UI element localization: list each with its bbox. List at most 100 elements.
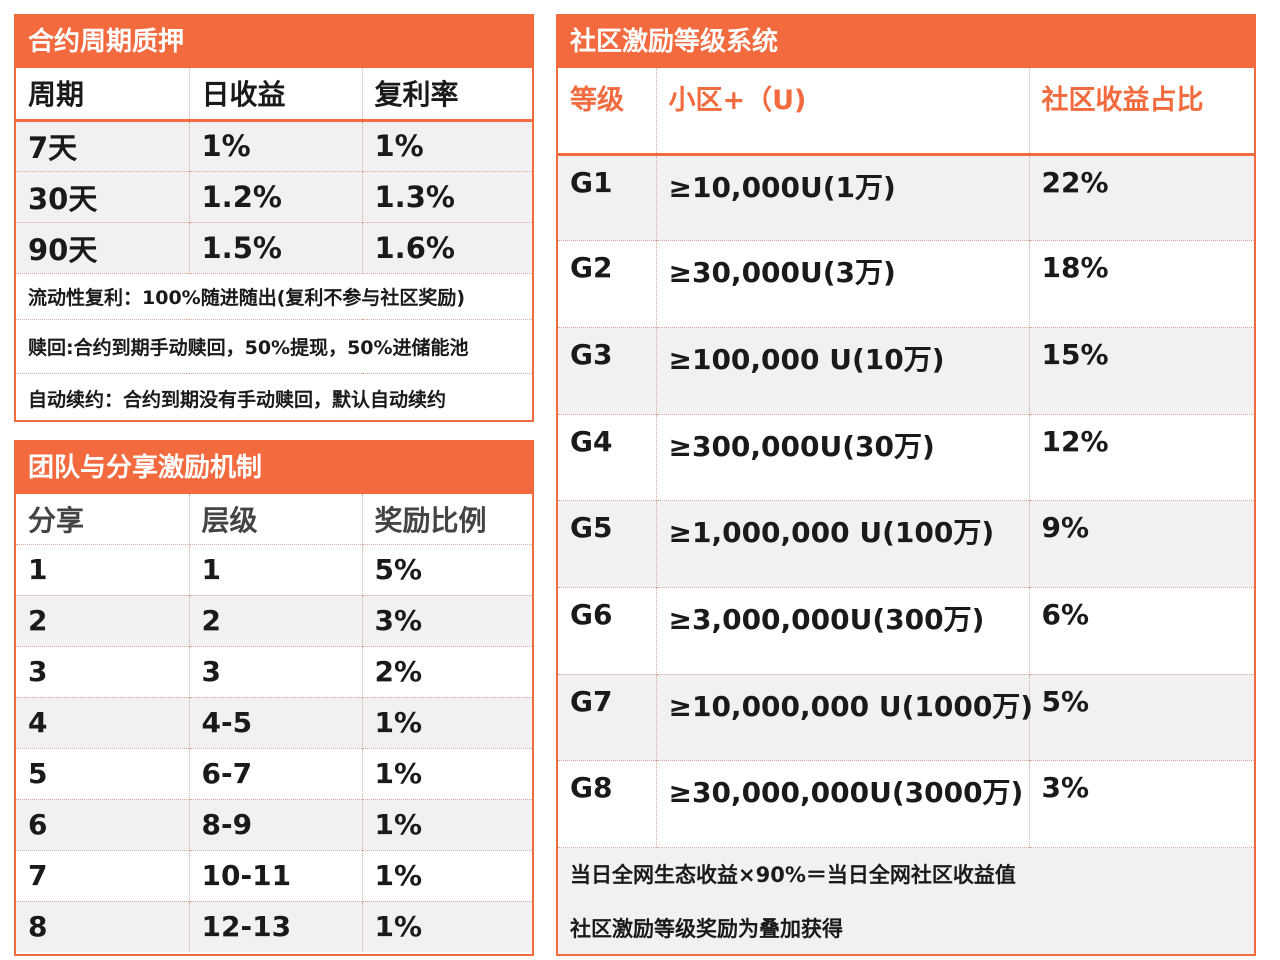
grade-cell: G1 bbox=[558, 153, 656, 241]
table-row: 5 6-7 1% bbox=[16, 747, 532, 799]
compound-rate-cell: 1.6% bbox=[361, 221, 532, 273]
header-small-zone: 小区+（U) bbox=[655, 68, 1029, 156]
contract-staking-panel: 合约周期质押 周期 日收益 复利率 7天 1% 1% 30天 1.2% 1.3%… bbox=[14, 14, 534, 422]
reward-cell: 3% bbox=[361, 594, 532, 646]
table-row: 2 2 3% bbox=[16, 594, 532, 646]
note-stacking-reward: 社区激励等级奖励为叠加获得 bbox=[558, 899, 1254, 954]
level-cell: 6-7 bbox=[188, 747, 362, 799]
threshold-cell: ≥3,000,000U(300万) bbox=[655, 586, 1029, 675]
header-compound-rate: 复利率 bbox=[361, 68, 532, 122]
grade-cell: G4 bbox=[558, 413, 656, 501]
team-incentive-panel: 团队与分享激励机制 分享 层级 奖励比例 1 1 5% 2 2 3% 3 3 2… bbox=[14, 440, 534, 956]
note-row: 流动性复利：100%随进随出(复利不参与社区奖励) bbox=[16, 272, 532, 319]
reward-cell: 1% bbox=[361, 696, 532, 748]
team-incentive-table: 分享 层级 奖励比例 1 1 5% 2 2 3% 3 3 2% 4 4-5 1%… bbox=[16, 494, 532, 952]
share-cell: 4 bbox=[16, 696, 189, 748]
period-cell: 30天 bbox=[16, 170, 189, 222]
table-row: 6 8-9 1% bbox=[16, 798, 532, 850]
threshold-cell: ≥300,000U(30万) bbox=[655, 413, 1029, 501]
table-row: 1 1 5% bbox=[16, 543, 532, 595]
note-redeem: 赎回:合约到期手动赎回，50%提现，50%进储能池 bbox=[16, 318, 532, 373]
table-row: 7 10-11 1% bbox=[16, 849, 532, 901]
level-cell: 1 bbox=[188, 543, 362, 595]
daily-return-cell: 1.2% bbox=[188, 170, 362, 222]
share-ratio-cell: 5% bbox=[1028, 673, 1254, 761]
note-row: 社区激励等级奖励为叠加获得 bbox=[558, 899, 1254, 954]
share-cell: 1 bbox=[16, 543, 189, 595]
table-header-row: 周期 日收益 复利率 bbox=[16, 68, 532, 122]
daily-return-cell: 1% bbox=[188, 119, 362, 171]
threshold-cell: ≥10,000,000 U(1000万) bbox=[655, 673, 1033, 761]
header-reward-ratio: 奖励比例 bbox=[361, 494, 532, 545]
community-level-table: 等级 小区+（U) 社区收益占比 G1 ≥10,000U(1万) 22% G2 … bbox=[558, 68, 1254, 954]
table-row: 3 3 2% bbox=[16, 645, 532, 697]
note-community-formula: 当日全网生态收益×90%＝当日全网社区收益值 bbox=[558, 847, 1254, 900]
community-level-title: 社区激励等级系统 bbox=[558, 16, 1254, 68]
reward-cell: 1% bbox=[361, 849, 532, 901]
header-level: 层级 bbox=[188, 494, 362, 545]
note-row: 赎回:合约到期手动赎回，50%提现，50%进储能池 bbox=[16, 318, 532, 373]
table-row: G6 ≥3,000,000U(300万) 6% bbox=[558, 586, 1254, 675]
reward-cell: 1% bbox=[361, 900, 532, 952]
community-level-panel: 社区激励等级系统 等级 小区+（U) 社区收益占比 G1 ≥10,000U(1万… bbox=[556, 14, 1256, 956]
share-ratio-cell: 6% bbox=[1028, 586, 1254, 675]
grade-cell: G6 bbox=[558, 586, 656, 675]
threshold-cell: ≥30,000,000U(3000万) bbox=[655, 760, 1029, 848]
period-cell: 90天 bbox=[16, 221, 189, 273]
grade-cell: G5 bbox=[558, 500, 656, 588]
threshold-cell: ≥1,000,000 U(100万) bbox=[655, 500, 1029, 588]
team-incentive-title: 团队与分享激励机制 bbox=[16, 442, 532, 494]
contract-staking-table: 周期 日收益 复利率 7天 1% 1% 30天 1.2% 1.3% 90天 1.… bbox=[16, 68, 532, 420]
table-header-row: 等级 小区+（U) 社区收益占比 bbox=[558, 68, 1254, 156]
table-row: G3 ≥100,000 U(10万) 15% bbox=[558, 326, 1254, 415]
table-header-row: 分享 层级 奖励比例 bbox=[16, 494, 532, 545]
table-row: 90天 1.5% 1.6% bbox=[16, 221, 532, 273]
table-row: G5 ≥1,000,000 U(100万) 9% bbox=[558, 500, 1254, 588]
level-cell: 2 bbox=[188, 594, 362, 646]
header-grade: 等级 bbox=[558, 68, 656, 156]
share-ratio-cell: 9% bbox=[1028, 500, 1254, 588]
share-cell: 3 bbox=[16, 645, 189, 697]
share-cell: 6 bbox=[16, 798, 189, 850]
level-cell: 8-9 bbox=[188, 798, 362, 850]
table-row: G1 ≥10,000U(1万) 22% bbox=[558, 153, 1254, 241]
share-ratio-cell: 12% bbox=[1028, 413, 1254, 501]
table-row: 8 12-13 1% bbox=[16, 900, 532, 952]
share-ratio-cell: 18% bbox=[1028, 240, 1254, 328]
threshold-cell: ≥30,000U(3万) bbox=[655, 240, 1029, 328]
level-cell: 10-11 bbox=[188, 849, 362, 901]
table-row: 30天 1.2% 1.3% bbox=[16, 170, 532, 222]
compound-rate-cell: 1.3% bbox=[361, 170, 532, 222]
level-cell: 4-5 bbox=[188, 696, 362, 748]
period-cell: 7天 bbox=[16, 119, 189, 171]
header-share: 分享 bbox=[16, 494, 189, 545]
reward-cell: 1% bbox=[361, 798, 532, 850]
header-community-share: 社区收益占比 bbox=[1028, 68, 1254, 156]
share-ratio-cell: 15% bbox=[1028, 326, 1254, 415]
note-row: 当日全网生态收益×90%＝当日全网社区收益值 bbox=[558, 847, 1254, 900]
table-row: G2 ≥30,000U(3万) 18% bbox=[558, 240, 1254, 328]
table-row: G8 ≥30,000,000U(3000万) 3% bbox=[558, 760, 1254, 848]
table-row: G4 ≥300,000U(30万) 12% bbox=[558, 413, 1254, 501]
reward-cell: 1% bbox=[361, 747, 532, 799]
share-cell: 8 bbox=[16, 900, 189, 952]
daily-return-cell: 1.5% bbox=[188, 221, 362, 273]
table-row: G7 ≥10,000,000 U(1000万) 5% bbox=[558, 673, 1254, 761]
grade-cell: G3 bbox=[558, 326, 656, 415]
level-cell: 3 bbox=[188, 645, 362, 697]
level-cell: 12-13 bbox=[188, 900, 362, 952]
contract-staking-title: 合约周期质押 bbox=[16, 16, 532, 68]
reward-cell: 2% bbox=[361, 645, 532, 697]
grade-cell: G7 bbox=[558, 673, 656, 761]
share-ratio-cell: 22% bbox=[1028, 153, 1254, 241]
share-ratio-cell: 3% bbox=[1028, 760, 1254, 848]
grade-cell: G2 bbox=[558, 240, 656, 328]
threshold-cell: ≥100,000 U(10万) bbox=[655, 326, 1029, 415]
share-cell: 7 bbox=[16, 849, 189, 901]
table-row: 7天 1% 1% bbox=[16, 119, 532, 171]
grade-cell: G8 bbox=[558, 760, 656, 848]
reward-cell: 5% bbox=[361, 543, 532, 595]
share-cell: 2 bbox=[16, 594, 189, 646]
note-liquidity: 流动性复利：100%随进随出(复利不参与社区奖励) bbox=[16, 272, 532, 319]
share-cell: 5 bbox=[16, 747, 189, 799]
